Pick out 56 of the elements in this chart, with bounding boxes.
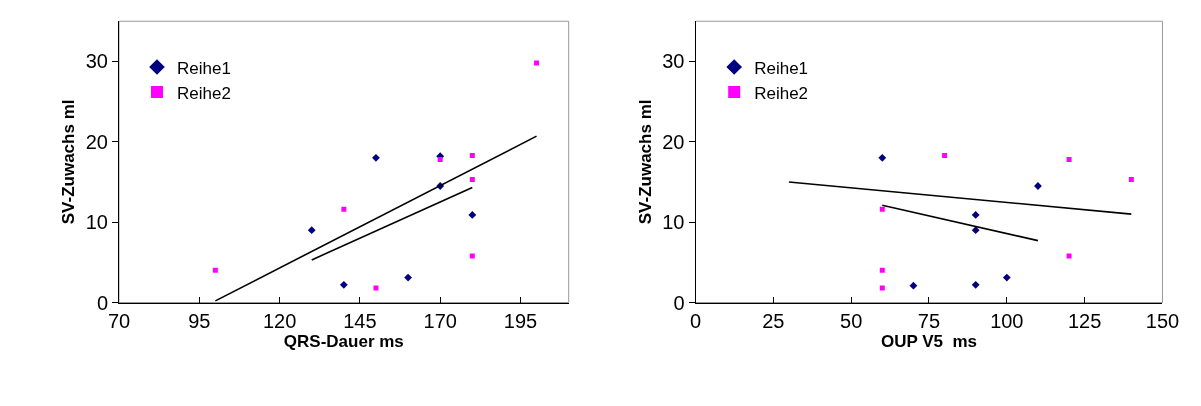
y-tick-label: 20 (85, 130, 108, 153)
x-axis-title: QRS-Dauer ms (283, 331, 404, 351)
point (373, 285, 379, 291)
point (212, 267, 218, 273)
x-tick-label: 25 (762, 309, 785, 332)
point (1128, 177, 1134, 183)
point (1066, 156, 1072, 162)
point (1034, 182, 1042, 190)
point (437, 156, 443, 162)
x-tick-label: 50 (840, 309, 863, 332)
legend-label: Reihe1 (176, 58, 231, 78)
point (1002, 273, 1011, 282)
point (469, 152, 475, 158)
y-tick-label: 10 (85, 211, 108, 234)
x-tick-label: 70 (107, 309, 131, 332)
point (468, 211, 477, 219)
point (307, 226, 316, 235)
x-tick-label: 125 (1067, 309, 1102, 332)
point (469, 177, 475, 183)
y-tick-label: 10 (662, 211, 685, 234)
point (404, 273, 412, 282)
point (372, 153, 380, 162)
x-tick-label: 145 (343, 309, 377, 332)
x-tick-label: 195 (503, 309, 538, 332)
y-axis-title: SV-Zuwachs ml (59, 99, 79, 225)
x-tick-label: 170 (423, 309, 457, 332)
point (879, 206, 885, 212)
x-tick-label: 0 (689, 309, 702, 332)
point (878, 153, 887, 162)
point (341, 206, 347, 212)
x-tick-label: 120 (262, 309, 297, 332)
x-tick-label: 150 (1145, 309, 1180, 332)
x-axis-title: OUP V5 ms (880, 331, 978, 351)
point (909, 281, 918, 290)
point (534, 60, 540, 66)
y-tick-label: 30 (662, 50, 685, 73)
x-tick-label: 95 (188, 309, 211, 332)
y-tick-label: 20 (662, 130, 685, 153)
point (469, 253, 475, 259)
point (1066, 253, 1072, 259)
point (879, 285, 885, 291)
point (971, 211, 980, 219)
point (339, 280, 348, 289)
y-tick-label: 30 (85, 50, 108, 73)
point (942, 152, 948, 158)
legend-label: Reihe2 (176, 83, 231, 103)
legend-label: Reihe2 (754, 83, 809, 103)
y-tick-label: 0 (96, 291, 108, 314)
y-tick-label: 0 (673, 291, 685, 314)
x-tick-label: 100 (990, 309, 1024, 332)
point (971, 280, 980, 289)
y-axis-title: SV-Zuwachs ml (635, 99, 655, 225)
point (971, 226, 980, 235)
point (879, 267, 885, 273)
x-tick-label: 75 (917, 309, 941, 332)
legend-label: Reihe1 (754, 58, 809, 78)
